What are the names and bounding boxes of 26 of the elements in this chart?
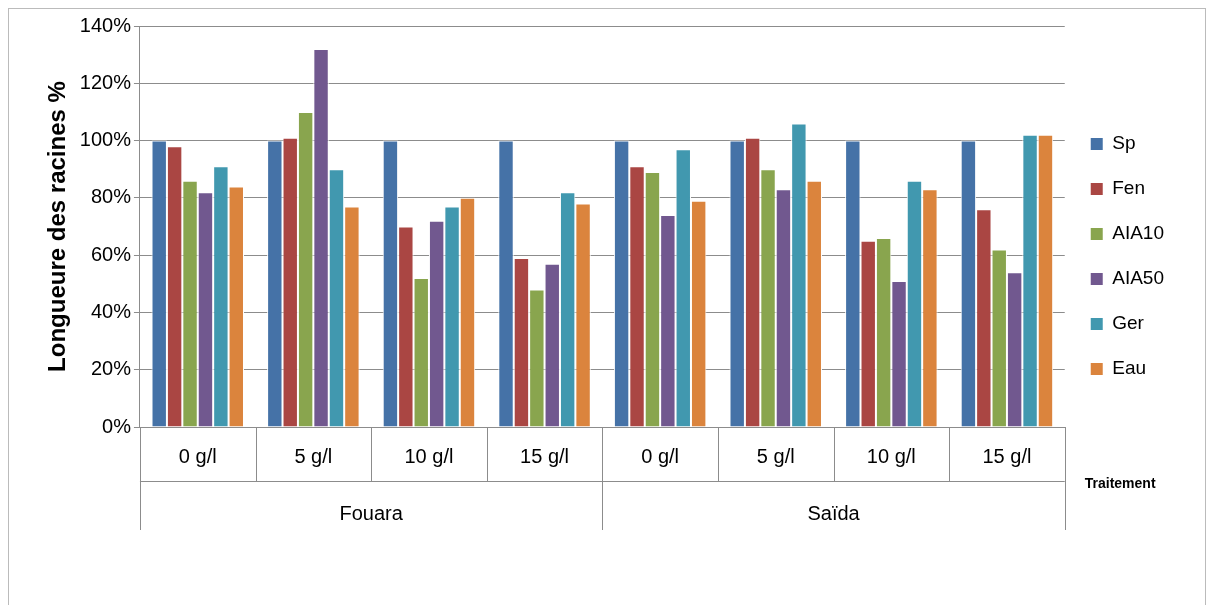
text: Fouara [339, 501, 404, 524]
y-tick-label: 80% [90, 185, 132, 208]
legend-label: Fen [1112, 177, 1145, 199]
x-tick-label: 0 g/l [641, 444, 680, 467]
x-tick-label: 10 g/l [866, 444, 916, 467]
y-tick-label: 40% [90, 299, 132, 322]
x-axis-title: Traitement [1084, 474, 1156, 491]
x-tick-label: 15 g/l [520, 444, 570, 467]
y-tick-label: 120% [79, 70, 132, 93]
y-tick-label: 20% [90, 357, 132, 380]
legend-label: Eau [1112, 357, 1147, 379]
x-tick-label: 0 g/l [178, 444, 217, 467]
y-tick-label: 0% [102, 414, 132, 437]
x-tick-label: 15 g/l [982, 444, 1032, 467]
legend-label: AIA50 [1112, 267, 1165, 289]
legend-label: Ger [1112, 312, 1145, 334]
legend-label: AIA10 [1112, 222, 1165, 244]
y-tick-label: 140% [79, 13, 132, 36]
legend-label: Sp [1112, 132, 1136, 154]
y-tick-label: 100% [79, 128, 132, 151]
y-axis-title: Longueure des racines % [43, 81, 71, 372]
x-tick-label: 10 g/l [404, 444, 454, 467]
x-tick-label: 5 g/l [756, 444, 795, 467]
x-tick-label: 5 g/l [294, 444, 333, 467]
text: Saïda [807, 501, 861, 524]
y-tick-label: 60% [90, 242, 132, 265]
